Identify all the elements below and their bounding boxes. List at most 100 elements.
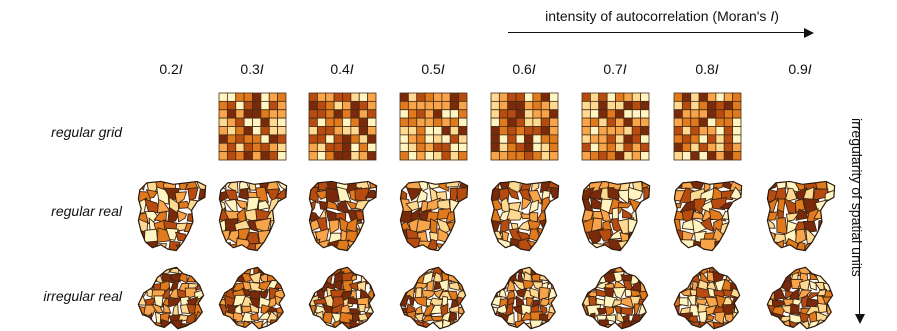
region (185, 267, 199, 275)
region (279, 228, 287, 244)
grid-cell (698, 151, 708, 161)
region (416, 220, 430, 233)
grid-cell (259, 92, 270, 102)
grid-cell (358, 100, 368, 111)
region (143, 273, 157, 281)
grid-cell (622, 109, 633, 119)
grid-cell (731, 134, 741, 144)
region (613, 271, 624, 282)
grid-cell (531, 109, 542, 119)
grid-cell (639, 151, 649, 161)
grid-cell (723, 151, 733, 161)
region (589, 297, 596, 306)
irregular-real-map-0.3 (218, 266, 286, 330)
region (163, 304, 170, 313)
grid-cell (581, 134, 591, 144)
grid-cell (415, 126, 426, 136)
grid-cell (276, 117, 286, 127)
grid-cell (731, 151, 741, 161)
grid-cell (714, 92, 725, 102)
grid-cell (366, 134, 376, 144)
map-outline (674, 267, 739, 328)
grid-cell (432, 151, 442, 161)
grid-cell (407, 100, 417, 111)
region (785, 188, 797, 202)
grid-cell (407, 142, 417, 153)
region (365, 267, 375, 275)
region (309, 320, 318, 329)
region (642, 208, 650, 221)
region (537, 228, 552, 241)
region (355, 240, 370, 251)
region (674, 267, 681, 272)
grid-cell (506, 126, 517, 136)
grid-cell (581, 142, 591, 153)
region (219, 279, 226, 289)
grid-cell (548, 142, 558, 153)
irregular-real-map-0.9 (766, 266, 834, 330)
grid-cell (589, 126, 599, 136)
grid-cell (597, 92, 608, 102)
grid-cell (440, 117, 451, 127)
region (316, 190, 327, 199)
grid-cell (673, 117, 683, 127)
grid-cell (723, 92, 733, 102)
row-label-regular-real: regular real (51, 203, 122, 219)
region (767, 274, 773, 282)
grid-cell (548, 126, 558, 136)
grid-cell (490, 142, 500, 153)
grid-cell (631, 117, 641, 127)
grid-cell (531, 117, 542, 127)
region (674, 283, 682, 290)
grid-cell (243, 151, 253, 161)
grid-cell (243, 134, 253, 144)
region (138, 320, 145, 329)
grid-cell (234, 100, 245, 111)
region (823, 323, 833, 329)
region (681, 240, 695, 251)
grid-cell (449, 117, 459, 127)
grid-cell (415, 117, 426, 127)
regular-real-map-0.4 (308, 180, 378, 252)
region (414, 267, 424, 275)
region (689, 268, 700, 276)
grid-cell (622, 92, 633, 102)
grid-cell (449, 151, 459, 161)
grid-cell (440, 151, 451, 161)
grid-cell (606, 142, 616, 153)
region (219, 274, 227, 284)
region (175, 192, 186, 204)
region (146, 190, 157, 198)
region (674, 240, 680, 251)
grid-cell (731, 117, 741, 127)
region (639, 267, 648, 276)
grid-cell (723, 134, 733, 144)
region (684, 324, 692, 329)
region (539, 267, 551, 273)
grid-cell (234, 109, 245, 119)
grid-cell (218, 92, 228, 102)
grid-cell (358, 109, 368, 119)
grid-cell (515, 142, 525, 153)
grid-cell (366, 117, 376, 127)
grid-cell (597, 109, 608, 119)
region (194, 240, 206, 251)
grid-cell (606, 151, 616, 161)
grid-cell (407, 117, 417, 127)
region (813, 240, 824, 251)
region (522, 198, 531, 210)
grid-cell (506, 100, 517, 111)
grid-cell (631, 142, 641, 153)
grid-cell (540, 117, 550, 127)
region (550, 187, 559, 201)
region (539, 287, 549, 300)
grid-cell (689, 126, 700, 136)
region (413, 297, 427, 307)
region (701, 218, 714, 232)
grid-cell (333, 92, 343, 102)
region (187, 240, 200, 251)
grid-cell (243, 100, 253, 111)
region (548, 218, 559, 229)
grid-cell (276, 151, 286, 161)
region (825, 190, 835, 201)
